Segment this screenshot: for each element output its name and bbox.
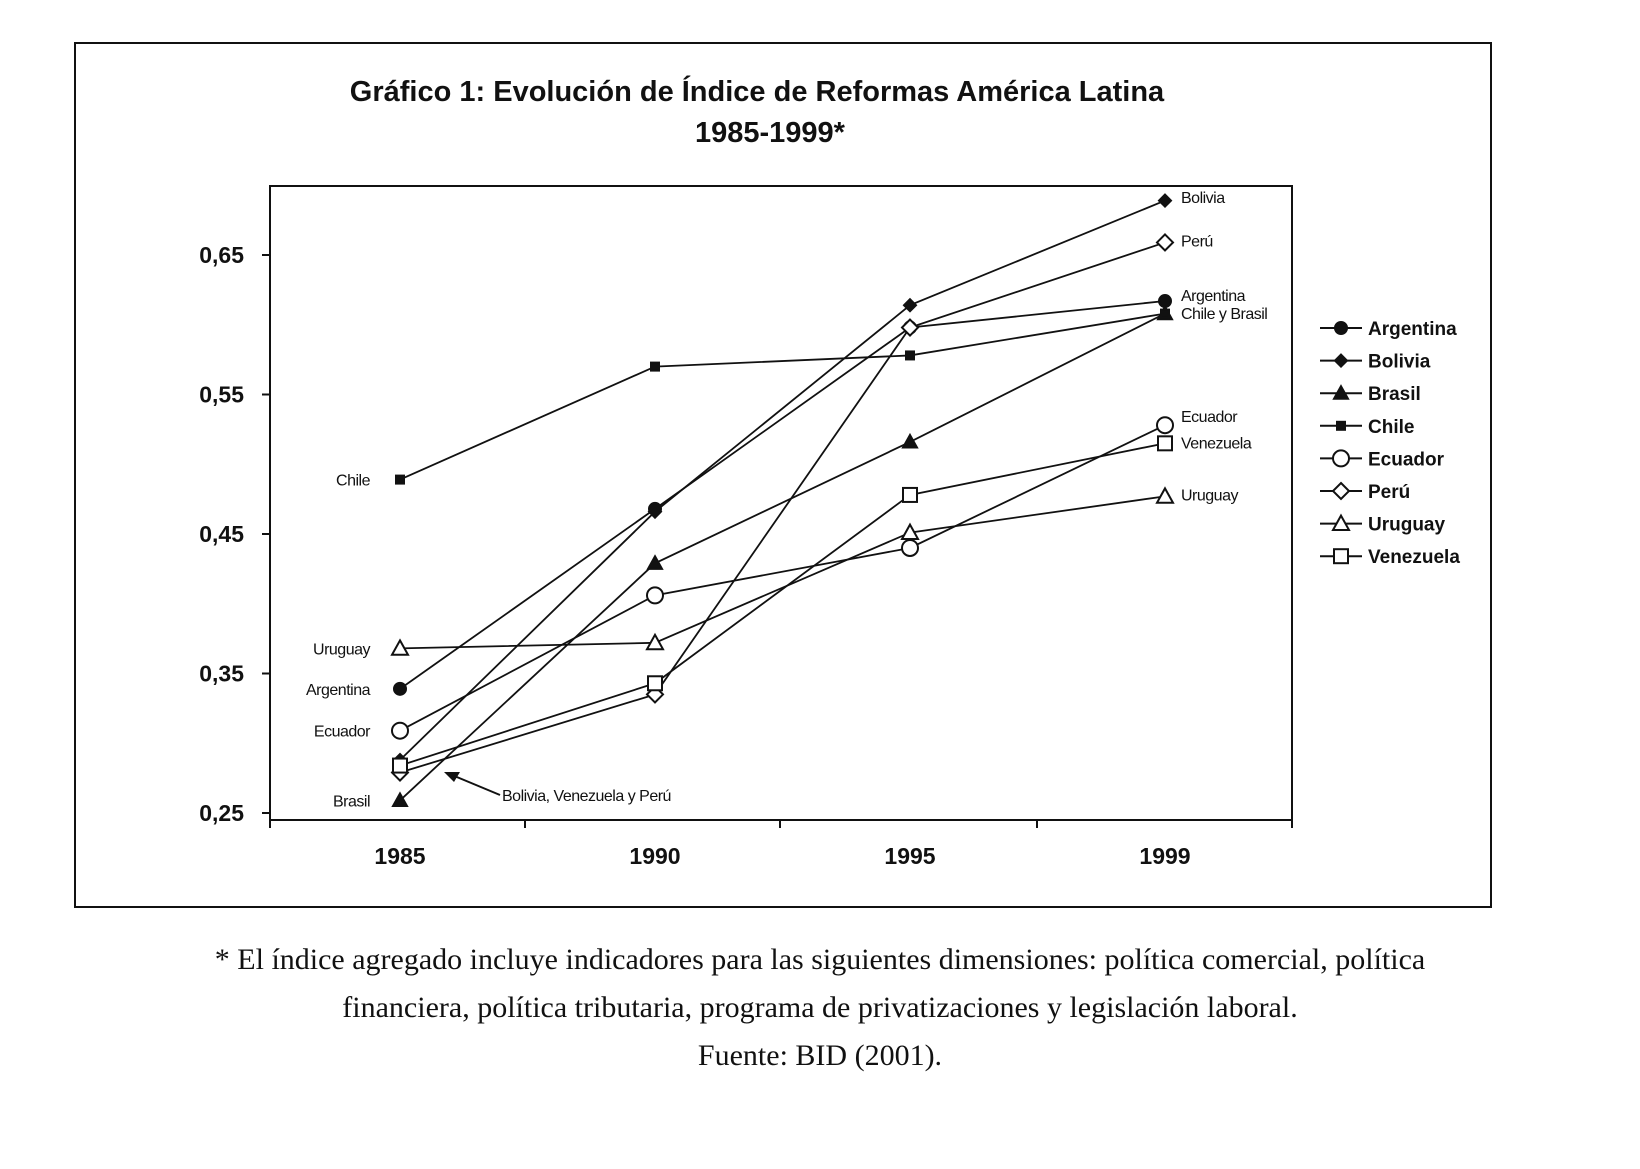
series-venezuela	[392, 435, 1173, 774]
annotation-arrow	[451, 774, 501, 796]
footnote-line-2: financiera, política tributaria, program…	[342, 991, 1298, 1024]
data-point-chile	[650, 361, 660, 372]
legend-item: Venezuela	[1320, 547, 1460, 568]
legend-marker-icon	[1333, 353, 1349, 369]
data-point-uruguay	[1155, 486, 1175, 504]
series-argentina	[393, 294, 1172, 696]
legend-marker-icon	[1336, 420, 1346, 431]
annotation-label: Brasil	[333, 793, 370, 810]
y-tick-label: 0,35	[199, 661, 244, 687]
line-chart: Gráfico 1: Evolución de Índice de Reform…	[199, 74, 1460, 869]
data-point-bolivia	[902, 297, 918, 313]
annotation-label: Venezuela	[1181, 436, 1252, 453]
data-point-argentina	[393, 681, 407, 696]
annotation-label: Uruguay	[1181, 487, 1238, 504]
footnote-line-1: * El índice agregado incluye indicadores…	[214, 943, 1426, 976]
y-tick-label: 0,65	[199, 242, 244, 268]
data-point-ecuador	[391, 721, 409, 740]
y-tick-label: 0,55	[199, 382, 244, 408]
series-line-brasil	[399, 312, 1166, 802]
data-point-chile	[905, 350, 915, 361]
series-uruguay	[390, 486, 1175, 656]
data-point-brasil	[901, 432, 919, 449]
legend-label: Brasil	[1368, 384, 1421, 405]
annotation-label: Argentina	[306, 682, 371, 699]
legend-item: Chile	[1320, 417, 1414, 438]
legend-item: Brasil	[1320, 384, 1421, 405]
data-point-peru	[900, 318, 920, 337]
legend-marker-icon	[1331, 513, 1351, 531]
series-line-ecuador	[399, 424, 1166, 732]
data-point-ecuador	[901, 538, 919, 557]
annotation-label: Chile	[336, 473, 371, 490]
series-line-uruguay	[399, 495, 1166, 650]
legend-item: Uruguay	[1320, 513, 1446, 536]
chart-frame	[74, 42, 1492, 908]
annotation-label: Chile y Brasil	[1181, 306, 1267, 323]
data-point-chile	[1160, 308, 1170, 319]
chart-subtitle: 1985-1999*	[695, 117, 846, 149]
y-tick-label: 0,45	[199, 521, 244, 547]
legend-item: Argentina	[1320, 319, 1457, 340]
annotation-label: Bolivia	[1181, 190, 1225, 207]
annotation-label: Ecuador	[1181, 409, 1238, 426]
y-tick-label: 0,25	[199, 800, 244, 826]
series-line-argentina	[399, 300, 1166, 690]
series-line-peru	[399, 241, 1166, 774]
legend-label: Venezuela	[1368, 547, 1460, 568]
legend-label: Uruguay	[1368, 515, 1446, 536]
data-point-bolivia	[1157, 193, 1173, 209]
data-point-ecuador	[646, 586, 664, 605]
series-line-venezuela	[399, 442, 1166, 767]
data-point-bolivia	[647, 504, 663, 520]
data-point-venezuela	[1157, 435, 1173, 452]
series-chile	[395, 308, 1170, 485]
legend-marker-icon	[1332, 449, 1350, 468]
annotation-label: Uruguay	[313, 641, 370, 658]
footnote: * El índice agregado incluye indicadores…	[0, 936, 1640, 1080]
x-tick-label: 1990	[629, 843, 680, 869]
data-point-venezuela	[647, 675, 663, 692]
annotation-label: Ecuador	[314, 724, 371, 741]
legend-marker-icon	[1333, 548, 1349, 565]
legend-label: Bolivia	[1368, 352, 1431, 373]
legend-item: Bolivia	[1320, 352, 1431, 373]
series-line-bolivia	[399, 199, 1166, 761]
series-bolivia	[392, 193, 1173, 768]
footnote-source: Fuente: BID (2001).	[697, 1039, 943, 1072]
data-point-venezuela	[392, 757, 408, 774]
data-point-chile	[395, 474, 405, 485]
legend-label: Ecuador	[1368, 449, 1445, 470]
series-brasil	[391, 304, 1174, 808]
legend-label: Chile	[1368, 417, 1414, 438]
data-point-uruguay	[900, 522, 920, 541]
data-point-peru	[1155, 233, 1175, 252]
legend-marker-icon	[1331, 481, 1351, 501]
annotation-label: Bolivia, Venezuela y Perú	[502, 788, 671, 805]
data-point-uruguay	[645, 632, 665, 651]
data-point-brasil	[391, 791, 409, 808]
data-point-ecuador	[1156, 416, 1174, 435]
chart-title: Gráfico 1: Evolución de Índice de Reform…	[350, 74, 1165, 108]
x-tick-label: 1995	[884, 843, 935, 869]
legend-item: Perú	[1320, 481, 1410, 503]
arrow-head-icon	[444, 772, 460, 782]
data-point-brasil	[646, 554, 664, 570]
x-tick-label: 1985	[374, 843, 425, 869]
legend-marker-icon	[1334, 321, 1348, 335]
legend-item: Ecuador	[1320, 449, 1445, 470]
data-point-uruguay	[390, 638, 410, 656]
legend-label: Perú	[1368, 482, 1410, 503]
legend-label: Argentina	[1368, 319, 1457, 340]
legend-marker-icon	[1332, 384, 1350, 400]
annotation-label: Perú	[1181, 233, 1213, 250]
data-point-venezuela	[902, 486, 918, 503]
series-ecuador	[391, 416, 1174, 740]
series-line-chile	[399, 312, 1166, 481]
x-tick-label: 1999	[1139, 843, 1190, 869]
annotation-label: Argentina	[1181, 288, 1246, 305]
